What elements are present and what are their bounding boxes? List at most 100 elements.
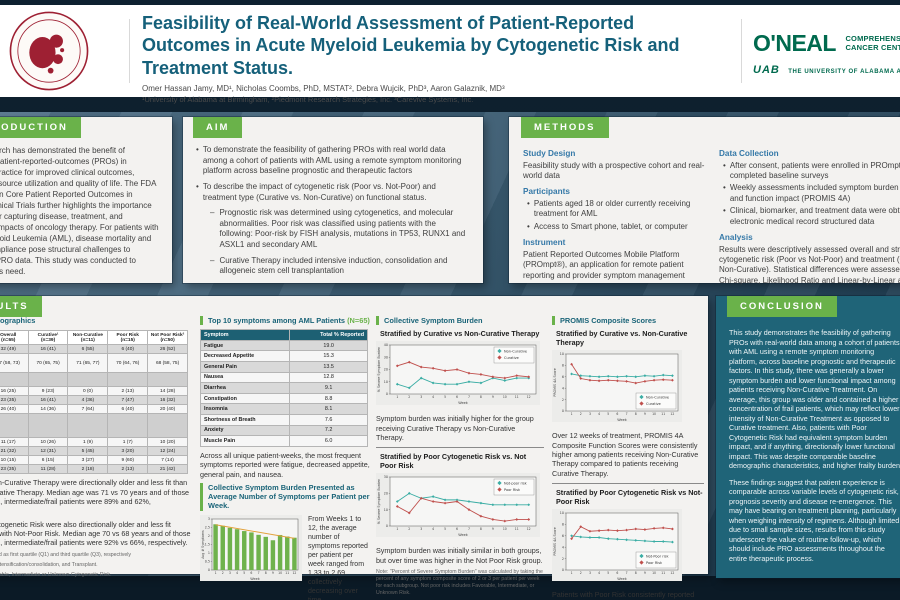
participants-bullet: • Access to Smart phone, tablet, or compu… <box>523 222 709 232</box>
svg-text:12: 12 <box>292 571 296 575</box>
svg-text:1: 1 <box>396 528 398 532</box>
aim-bullet: • To describe the impact of cytogenetic r… <box>196 182 470 203</box>
svg-text:2: 2 <box>408 528 410 532</box>
title-block: Feasibility of Real-World Assessment of … <box>142 12 727 104</box>
svg-text:8: 8 <box>480 395 482 399</box>
promis-therapy-caption: Over 12 weeks of treatment, PROMIS 4A Co… <box>552 431 699 478</box>
svg-text:0: 0 <box>562 568 564 572</box>
table-cell: 7 (64) <box>67 404 109 415</box>
svg-text:% Severe Symptom Burden: % Severe Symptom Burden <box>377 479 381 524</box>
svg-text:2: 2 <box>562 398 564 402</box>
svg-text:6: 6 <box>250 571 252 575</box>
svg-text:1: 1 <box>215 571 217 575</box>
table-cell: 6 (40) <box>107 404 149 415</box>
table-row: Frail10 (15)6 (15)3 (27)9 (60)7 (14) <box>0 455 188 466</box>
column-header: Total % Reported <box>289 329 368 341</box>
table-cell: 2 (13) <box>107 464 149 475</box>
data-collection-bullet: • Clinical, biomarker, and treatment data… <box>719 206 900 227</box>
row-label: Diarrhea <box>199 382 291 394</box>
svg-text:2: 2 <box>580 571 582 575</box>
demographics-table: Overall (n=65) Curative¹ (n=39) Non-Curative… <box>0 330 192 475</box>
header-divider-left <box>129 19 130 83</box>
instrument-label: Instrument <box>523 238 566 248</box>
svg-text:6: 6 <box>562 534 564 538</box>
table-cell: 26 (52) <box>147 344 188 355</box>
table-cell: 11 (28) <box>27 464 69 475</box>
oneal-subtitle-line1: COMPREHENSIVE <box>845 34 900 44</box>
introduction-section: INTRODUCTION Prior research has demonstr… <box>0 117 172 283</box>
methods-column-left: Study Design Feasibility study with a pr… <box>523 143 709 281</box>
svg-text:Curative: Curative <box>646 402 661 406</box>
table-cell: 12.8 <box>289 371 368 384</box>
table-cell: 15.3 <box>289 350 368 363</box>
table-row: Intermediate21 (32)12 (31)5 (45)3 (20)12… <box>0 446 188 457</box>
table-row: Decreased Appetite 15.3 <box>199 350 368 363</box>
aim-bullet: • To demonstrate the feasibility of gathe… <box>196 145 470 177</box>
svg-text:9: 9 <box>492 395 494 399</box>
table-row: Muscle Pain 6.0 <box>199 435 368 447</box>
svg-text:2.5: 2.5 <box>205 525 210 529</box>
divider <box>552 483 704 485</box>
svg-text:12: 12 <box>527 528 531 532</box>
svg-text:Non-Curative: Non-Curative <box>646 396 669 400</box>
svg-text:Curative: Curative <box>504 356 519 360</box>
svg-text:7: 7 <box>626 571 628 575</box>
svg-text:PROMIS 4A Score: PROMIS 4A Score <box>553 369 557 397</box>
svg-text:0.5: 0.5 <box>205 559 210 563</box>
table: Symptom Total % Reported Fatigue 19.0 Decrea… <box>199 329 368 447</box>
svg-text:Poor Risk: Poor Risk <box>646 561 663 565</box>
table-cell: 21 (32) <box>0 446 29 457</box>
analysis-text: Results were descriptively assessed over… <box>719 244 900 285</box>
svg-text:3: 3 <box>420 528 422 532</box>
svg-text:3: 3 <box>589 412 591 416</box>
svg-text:30: 30 <box>384 476 388 480</box>
svg-text:1: 1 <box>571 412 573 416</box>
conclusion-header: CONCLUSION <box>727 296 837 317</box>
bullet-icon: • <box>723 183 726 193</box>
svg-text:1: 1 <box>571 571 573 575</box>
svg-text:8: 8 <box>562 523 564 527</box>
svg-text:10: 10 <box>652 571 656 575</box>
bullet-icon: • <box>723 206 726 216</box>
uab-logo: UAB <box>753 64 780 76</box>
table-cell: 16 (41) <box>27 344 69 355</box>
table-cell: 71 (65, 77) <box>67 353 109 374</box>
table-cell: 16 (25) <box>0 386 29 397</box>
svg-text:0: 0 <box>386 525 388 529</box>
svg-text:2: 2 <box>208 534 210 538</box>
participants-text: Access to Smart phone, tablet, or comput… <box>533 221 688 231</box>
svg-text:10: 10 <box>384 508 388 512</box>
table-cell: 14 (28) <box>147 386 188 397</box>
table-cell: 1 (9) <box>67 437 109 448</box>
table-cell: 9 (60) <box>107 455 149 466</box>
table: Overall (n=65) Curative¹ (n=39) Non-Curative… <box>0 330 188 475</box>
table-cell: 19.0 <box>289 339 368 352</box>
svg-text:8: 8 <box>635 571 637 575</box>
svg-text:4: 4 <box>236 571 238 575</box>
svg-text:3: 3 <box>589 571 591 575</box>
analysis-label: Analysis <box>719 233 753 242</box>
svg-text:11: 11 <box>285 571 289 575</box>
conclusion-paragraph: These findings suggest that patient expe… <box>729 477 900 563</box>
oneal-subtitle: COMPREHENSIVE CANCER CENTER <box>845 35 900 52</box>
hematology-society-logo <box>9 11 89 91</box>
instrument-text: Patient Reported Outcomes Mobile Platfor… <box>523 249 685 280</box>
svg-text:0: 0 <box>386 392 388 396</box>
svg-text:5: 5 <box>444 395 446 399</box>
svg-text:10: 10 <box>278 571 282 575</box>
oneal-subtitle-line2: CANCER CENTER <box>845 42 900 52</box>
svg-text:8: 8 <box>562 364 564 368</box>
svg-text:2: 2 <box>562 557 564 561</box>
svg-text:Non-Curative: Non-Curative <box>504 350 527 354</box>
introduction-text: Prior research has demonstrated the bene… <box>0 146 159 277</box>
table-cell: 10 (26) <box>27 437 69 448</box>
svg-text:11: 11 <box>661 412 665 416</box>
svg-text:10: 10 <box>560 352 564 356</box>
top-symptoms-heading: Top 10 symptoms among AML Patients (N=65… <box>200 316 370 326</box>
table-cell: 12 (31) <box>27 446 69 457</box>
participants-text: Patients aged 18 or older currently rece… <box>533 199 691 219</box>
table-cell: 8.1 <box>289 403 368 415</box>
